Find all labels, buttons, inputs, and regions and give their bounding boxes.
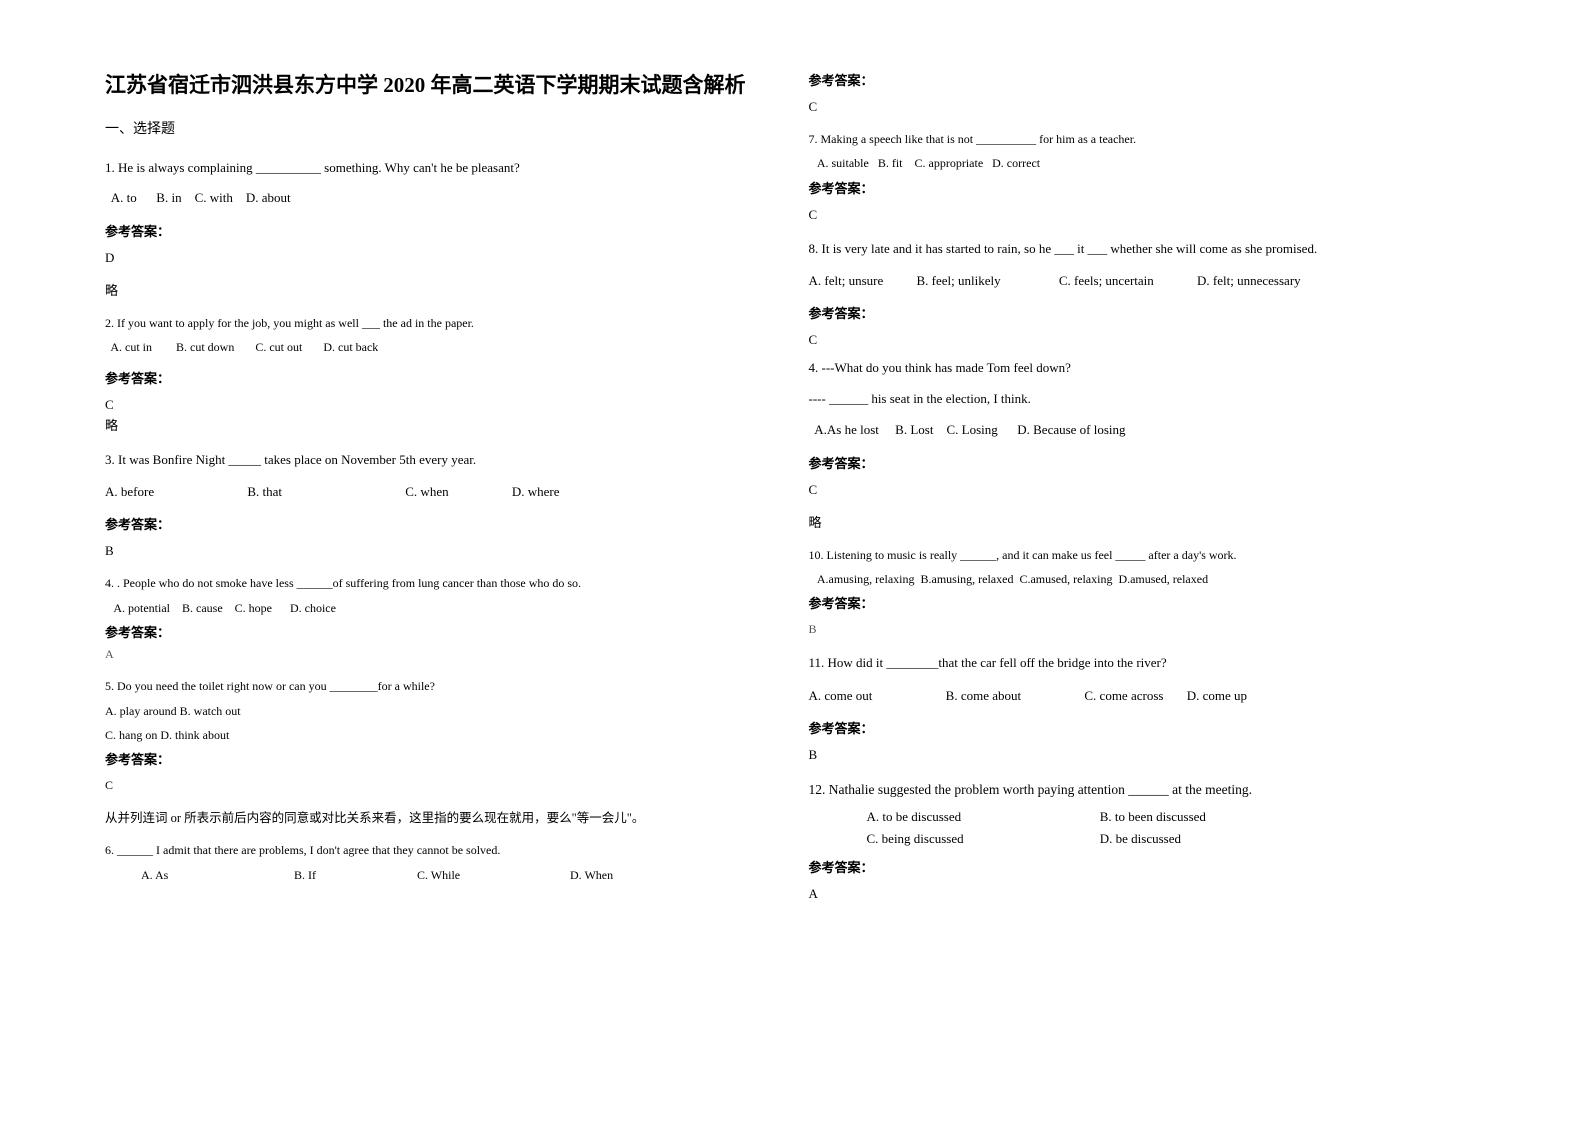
q9-omit: 略 (809, 512, 1483, 531)
q10-answer-label: 参考答案： (809, 593, 1483, 612)
q11-answer: B (809, 747, 1483, 763)
q3-answer-label: 参考答案： (105, 514, 779, 533)
left-column: 江苏省宿迁市泗洪县东方中学 2020 年高二英语下学期期末试题含解析 一、选择题… (90, 70, 794, 1052)
q10-text: 10. Listening to music is really ______,… (809, 545, 1483, 565)
q4-answer: A (105, 647, 779, 662)
q1-text: 1. He is always complaining __________ s… (105, 156, 779, 181)
q10-options: A.amusing, relaxing B.amusing, relaxed C… (809, 569, 1483, 589)
section-heading: 一、选择题 (105, 118, 779, 138)
q6-opt-b: B. If (294, 865, 414, 885)
q8-opt-c: C. feels; uncertain (1059, 273, 1154, 289)
q9-options: A.As he lost B. Lost C. Losing D. Becaus… (809, 418, 1483, 443)
q9-text-2: ---- ______ his seat in the election, I … (809, 387, 1483, 412)
q8-text: 8. It is very late and it has started to… (809, 237, 1483, 262)
q6-options: A. As B. If C. While D. When (141, 865, 779, 885)
q3-opt-d: D. where (512, 484, 560, 500)
q11-answer-label: 参考答案： (809, 718, 1483, 737)
q6-opt-c: C. While (417, 865, 567, 885)
q5-note: 从并列连词 or 所表示前后内容的同意或对比关系来看，这里指的要么现在就用，要么… (105, 807, 779, 826)
q4-options: A. potential B. cause C. hope D. choice (105, 598, 779, 618)
q12-text: 12. Nathalie suggested the problem worth… (809, 777, 1483, 803)
q3-options: A. before B. that C. when D. where (105, 484, 779, 500)
q8-answer-label: 参考答案： (809, 303, 1483, 322)
q8-options: A. felt; unsure B. feel; unlikely C. fee… (809, 273, 1483, 289)
q11-opt-b: B. come about (946, 688, 1021, 704)
q3-answer: B (105, 543, 779, 559)
q12-opt-a: A. to be discussed (867, 809, 1097, 825)
q2-omit: 略 (105, 415, 779, 434)
q6-opt-a: A. As (141, 865, 291, 885)
q11-opt-c: C. come across (1084, 688, 1163, 704)
q3-opt-c: C. when (405, 484, 448, 500)
q11-text: 11. How did it ________that the car fell… (809, 651, 1483, 676)
q11-opt-a: A. come out (809, 688, 873, 704)
q12-answer-label: 参考答案： (809, 857, 1483, 876)
q5-answer: C (105, 778, 779, 793)
q11-opt-d: D. come up (1187, 688, 1247, 704)
q12-opt-d: D. be discussed (1100, 831, 1181, 846)
q7-options: A. suitable B. fit C. appropriate D. cor… (809, 153, 1483, 173)
q1-answer: D (105, 250, 779, 266)
q6-opt-d: D. When (570, 865, 613, 885)
q2-answer: C (105, 397, 779, 413)
document-title: 江苏省宿迁市泗洪县东方中学 2020 年高二英语下学期期末试题含解析 (105, 70, 779, 102)
q6-answer-label: 参考答案： (809, 70, 1483, 89)
q5-options-2: C. hang on D. think about (105, 725, 779, 745)
q8-opt-b: B. feel; unlikely (916, 273, 1000, 289)
q5-answer-label: 参考答案： (105, 749, 779, 768)
q8-opt-a: A. felt; unsure (809, 273, 884, 289)
right-column: 参考答案： C 7. Making a speech like that is … (794, 70, 1498, 1052)
q2-options: A. cut in B. cut down C. cut out D. cut … (105, 337, 779, 357)
q9-text: 4. ---What do you think has made Tom fee… (809, 356, 1483, 381)
q1-answer-label: 参考答案： (105, 221, 779, 240)
q6-text: 6. ______ I admit that there are problem… (105, 840, 779, 860)
q4-answer-label: 参考答案： (105, 622, 779, 641)
q7-answer-label: 参考答案： (809, 178, 1483, 197)
q1-omit: 略 (105, 280, 779, 299)
q2-answer-label: 参考答案： (105, 368, 779, 387)
q8-answer: C (809, 332, 1483, 348)
q12-answer: A (809, 886, 1483, 902)
q12-opt-c: C. being discussed (867, 831, 1097, 847)
q11-options: A. come out B. come about C. come across… (809, 688, 1483, 704)
q12-opt-b: B. to been discussed (1100, 809, 1206, 824)
q8-opt-d: D. felt; unnecessary (1197, 273, 1301, 289)
q5-options-1: A. play around B. watch out (105, 701, 779, 721)
q3-text: 3. It was Bonfire Night _____ takes plac… (105, 448, 779, 473)
q9-answer: C (809, 482, 1483, 498)
q10-answer: B (809, 622, 1483, 637)
q7-text: 7. Making a speech like that is not ____… (809, 129, 1483, 149)
q9-answer-label: 参考答案： (809, 453, 1483, 472)
q1-options: A. to B. in C. with D. about (105, 186, 779, 211)
q5-text: 5. Do you need the toilet right now or c… (105, 676, 779, 696)
q12-options: A. to be discussed B. to been discussed … (867, 809, 1483, 847)
q7-answer: C (809, 207, 1483, 223)
q3-opt-a: A. before (105, 484, 154, 500)
q6-answer: C (809, 99, 1483, 115)
q3-opt-b: B. that (247, 484, 282, 500)
q4-text: 4. . People who do not smoke have less _… (105, 573, 779, 593)
q2-text: 2. If you want to apply for the job, you… (105, 313, 779, 333)
